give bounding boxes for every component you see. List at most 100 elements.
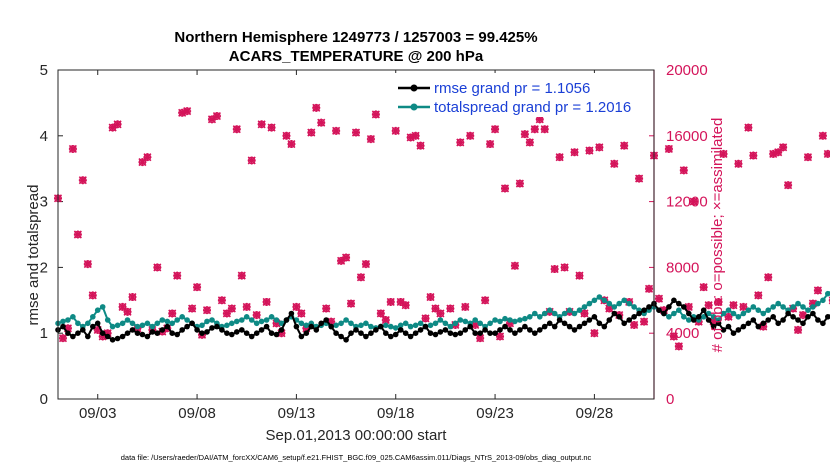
- obs-assimilated-point: [396, 297, 405, 307]
- rmse-point: [383, 330, 389, 337]
- rmse-point: [70, 333, 76, 340]
- obs-assimilated-point: [520, 130, 529, 139]
- totalspread-point: [60, 318, 66, 325]
- obs-assimilated-point: [654, 294, 664, 303]
- rmse-point: [541, 323, 548, 330]
- obs-assimilated-point: [679, 166, 688, 175]
- obs-assimilated-point: [689, 197, 698, 206]
- obs-assimilated-point: [610, 159, 619, 168]
- rmse-point: [795, 317, 801, 323]
- totalspread-point: [750, 304, 757, 310]
- obs-assimilated-point: [242, 302, 251, 311]
- totalspread-point: [407, 323, 414, 330]
- legend-spread-label: totalspread grand pr = 1.2016: [434, 99, 631, 116]
- totalspread-point: [626, 300, 632, 307]
- obs-assimilated-point: [123, 307, 132, 316]
- rmse-point: [467, 323, 474, 330]
- totalspread-point: [258, 318, 265, 325]
- totalspread-point: [348, 320, 354, 327]
- totalspread-point: [104, 317, 111, 323]
- totalspread-point: [537, 314, 543, 320]
- obs-assimilated-point: [193, 283, 202, 292]
- rmse-point: [581, 320, 588, 327]
- totalspread-point: [532, 310, 538, 317]
- totalspread-point: [224, 322, 230, 329]
- obs-assimilated-point: [421, 314, 430, 323]
- rmse-point: [353, 327, 359, 333]
- rmse-point: [253, 330, 260, 337]
- rmse-point: [273, 331, 280, 338]
- obs-assimilated-point: [630, 320, 639, 330]
- obs-assimilated-point: [361, 260, 370, 269]
- rmse-point: [194, 327, 200, 333]
- totalspread-point: [243, 314, 250, 320]
- totalspread-point: [164, 318, 171, 325]
- rmse-point: [94, 320, 101, 327]
- totalspread-point: [561, 310, 568, 317]
- rmse-point: [268, 330, 275, 337]
- rmse-point: [313, 327, 320, 333]
- x-tick-label: 09/03: [79, 405, 117, 422]
- obs-assimilated-point: [138, 158, 147, 167]
- rmse-point: [214, 323, 220, 330]
- totalspread-point: [273, 317, 280, 323]
- legend-spread-marker: [410, 103, 418, 111]
- rmse-point: [551, 323, 558, 330]
- totalspread-point: [392, 325, 399, 331]
- rmse-point: [641, 307, 647, 314]
- rmse-point: [626, 317, 632, 323]
- rmse-point: [750, 317, 757, 323]
- obs-assimilated-point: [461, 302, 470, 311]
- obs-assimilated-point: [510, 261, 519, 270]
- totalspread-point: [671, 310, 677, 317]
- rmse-point: [705, 317, 712, 323]
- x-tick-label: 09/23: [476, 405, 514, 422]
- obs-assimilated-point: [93, 325, 102, 334]
- rmse-point: [646, 304, 652, 310]
- totalspread-point: [229, 320, 235, 327]
- totalspread-point: [601, 297, 608, 304]
- totalspread-point: [397, 322, 404, 329]
- totalspread-point: [174, 317, 180, 323]
- rmse-point: [204, 329, 210, 335]
- rmse-point: [770, 314, 776, 320]
- rmse-point: [690, 317, 697, 323]
- rmse-point: [407, 333, 414, 340]
- totalspread-point: [248, 317, 255, 323]
- legend-rmse-marker: [410, 84, 418, 92]
- obs-assimilated-point: [704, 301, 713, 310]
- obs-assimilated-point: [302, 324, 311, 333]
- obs-assimilated-point: [277, 329, 286, 338]
- totalspread-point: [815, 300, 821, 307]
- obs-assimilated-point: [212, 111, 221, 121]
- obs-assimilated-point: [436, 309, 445, 318]
- obs-assimilated-point: [88, 291, 97, 300]
- obs-assimilated-point: [769, 149, 778, 158]
- obs-assimilated-point: [669, 332, 678, 341]
- rmse-point: [338, 333, 344, 340]
- obs-assimilated-point: [774, 148, 783, 157]
- obs-assimilated-point: [391, 126, 400, 135]
- totalspread-point: [363, 320, 369, 327]
- obs-assimilated-point: [515, 179, 524, 188]
- rmse-point: [681, 304, 687, 310]
- obs-assimilated-point: [466, 131, 475, 140]
- rmse-point: [710, 323, 717, 330]
- totalspread-point: [621, 297, 627, 304]
- rmse-point: [492, 330, 498, 337]
- totalspread-point: [591, 297, 598, 304]
- legend: rmse grand pr = 1.1056 totalspread grand…: [394, 73, 646, 117]
- totalspread-point: [65, 317, 71, 323]
- obs-assimilated-point: [709, 317, 718, 326]
- totalspread-point: [134, 323, 141, 330]
- obs-assimilated-point: [312, 103, 321, 112]
- obs-assimilated-point: [78, 176, 87, 185]
- rmse-point: [720, 327, 727, 333]
- obs-assimilated-point: [227, 304, 236, 313]
- rmse-point: [676, 300, 682, 307]
- rmse-point: [745, 320, 752, 327]
- rmse-point: [512, 330, 518, 337]
- obs-assimilated-point: [540, 125, 549, 134]
- totalspread-point: [462, 318, 469, 325]
- rmse-point: [780, 317, 786, 323]
